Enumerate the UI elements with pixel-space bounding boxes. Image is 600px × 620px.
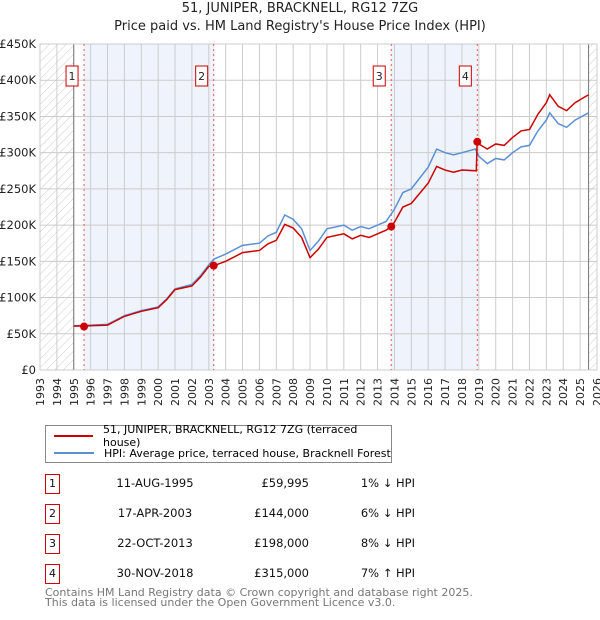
sale-date: 17-APR-2003 [117, 506, 193, 520]
property-price-line [73, 93, 589, 327]
sale-label: 4 [462, 70, 469, 83]
x-tick-label: 2026 [591, 378, 600, 406]
sale-date: 30-NOV-2018 [116, 566, 194, 580]
sale-date: 22-OCT-2013 [117, 536, 193, 550]
footer-line: This data is licensed under the Open Gov… [45, 596, 396, 609]
sale-price: £315,000 [254, 566, 309, 580]
sale-row: 2 17-APR-2003 £144,000 6% ↓ HPI [45, 504, 415, 524]
sale-point [387, 222, 396, 231]
chart-subtitle: Price paid vs. HM Land Registry's House … [114, 19, 486, 34]
sale-label-box [372, 65, 386, 87]
no-data-hatch [588, 44, 597, 370]
hpi-line [73, 111, 589, 327]
sale-number-badge: 1 [45, 474, 60, 494]
x-tick-label: 1999 [135, 378, 148, 406]
sale-number-badge: 3 [45, 534, 60, 554]
x-tick-label: 2023 [540, 378, 553, 406]
sale-number-badge: 2 [45, 504, 60, 524]
y-tick-label: £150K [0, 254, 36, 268]
x-tick-label: 1998 [118, 378, 131, 406]
x-tick-label: 2017 [439, 378, 452, 406]
legend-item-property: 51, JUNIPER, BRACKNELL, RG12 7ZG (terrac… [54, 423, 391, 449]
footer-line: Contains HM Land Registry data © Crown c… [45, 586, 473, 599]
sale-price: £198,000 [254, 536, 309, 550]
x-tick-label: 2010 [321, 378, 334, 406]
legend-item-hpi: HPI: Average price, terraced house, Brac… [54, 445, 391, 461]
x-tick-label: 1994 [51, 378, 64, 406]
legend: 51, JUNIPER, BRACKNELL, RG12 7ZG (terrac… [45, 423, 392, 463]
sale-number-badge: 4 [45, 564, 60, 584]
x-tick-label: 2022 [523, 378, 536, 406]
shaded-period [391, 44, 478, 370]
sale-hpi-diff: 1% ↓ HPI [360, 476, 415, 490]
x-tick-label: 2024 [557, 378, 570, 406]
x-tick-label: 1993 [34, 378, 47, 406]
sale-label-box [65, 65, 79, 87]
x-tick-label: 1996 [85, 378, 98, 406]
x-tick-label: 2011 [338, 378, 351, 406]
x-tick-label: 2001 [169, 378, 182, 406]
x-tick-label: 2009 [304, 378, 317, 406]
sale-point [209, 261, 218, 270]
sale-label: 1 [69, 70, 76, 83]
y-tick-label: £400K [0, 73, 36, 87]
y-tick-label: £350K [0, 109, 36, 123]
x-tick-label: 2014 [388, 378, 401, 406]
price-chart: 1993 1994 1995 1996 1997 1998 1999 2000 2001 2002… [0, 37, 600, 406]
x-tick-label: 2016 [422, 378, 435, 406]
sale-label: 2 [198, 70, 205, 83]
sale-point [80, 322, 89, 331]
x-tick-label: 2007 [270, 378, 283, 406]
sale-hpi-diff: 6% ↓ HPI [360, 506, 415, 520]
sale-label-box [195, 65, 209, 87]
x-tick-label: 2004 [220, 378, 233, 406]
sale-hpi-diff: 7% ↑ HPI [360, 566, 415, 580]
x-tick-label: 2006 [253, 378, 266, 406]
x-tick-label: 1995 [68, 378, 81, 406]
plot-border [39, 43, 598, 371]
sale-hpi-diff: 8% ↓ HPI [360, 536, 415, 550]
x-tick-label: 2025 [574, 378, 587, 406]
shaded-period [83, 44, 214, 370]
y-tick-label: £200K [0, 218, 36, 232]
y-tick-label: £50K [7, 327, 37, 341]
x-tick-label: 2012 [355, 378, 368, 406]
sale-label: 3 [376, 70, 383, 83]
x-tick-label: 2015 [405, 378, 418, 406]
legend-line-blue [54, 452, 94, 454]
sale-row: 1 11-AUG-1995 £59,995 1% ↓ HPI [45, 474, 415, 494]
sale-row: 4 30-NOV-2018 £315,000 7% ↑ HPI [45, 564, 415, 584]
y-tick-label: £100K [0, 291, 36, 305]
sale-price: £144,000 [254, 506, 309, 520]
x-tick-label: 1997 [102, 378, 115, 406]
x-tick-label: 2019 [473, 378, 486, 406]
x-tick-label: 2021 [507, 378, 520, 406]
y-tick-label: £0 [21, 363, 36, 377]
sale-date: 11-AUG-1995 [116, 476, 194, 490]
sale-label-box [458, 65, 472, 87]
y-tick-label: £300K [0, 146, 36, 160]
sale-price: £59,995 [261, 476, 309, 490]
legend-label: HPI: Average price, terraced house, Brac… [104, 446, 391, 460]
y-tick-label: £250K [0, 182, 36, 196]
x-tick-label: 2000 [152, 378, 165, 406]
x-tick-label: 2002 [186, 378, 199, 406]
x-tick-label: 2020 [490, 378, 503, 406]
footer: Contains HM Land Registry data © Crown c… [45, 586, 473, 609]
x-tick-label: 2013 [372, 378, 385, 406]
chart-title: 51, JUNIPER, BRACKNELL, RG12 7ZG [181, 1, 419, 16]
x-tick-label: 2018 [456, 378, 469, 406]
sale-row: 3 22-OCT-2013 £198,000 8% ↓ HPI [45, 534, 415, 554]
legend-label: 51, JUNIPER, BRACKNELL, RG12 7ZG (terrac… [103, 423, 358, 449]
x-tick-label: 2005 [237, 378, 250, 406]
sale-point [473, 137, 482, 146]
legend-line-red [54, 435, 93, 437]
x-tick-label: 2008 [287, 378, 300, 406]
y-tick-label: £450K [0, 37, 36, 51]
x-tick-label: 2003 [203, 378, 216, 406]
